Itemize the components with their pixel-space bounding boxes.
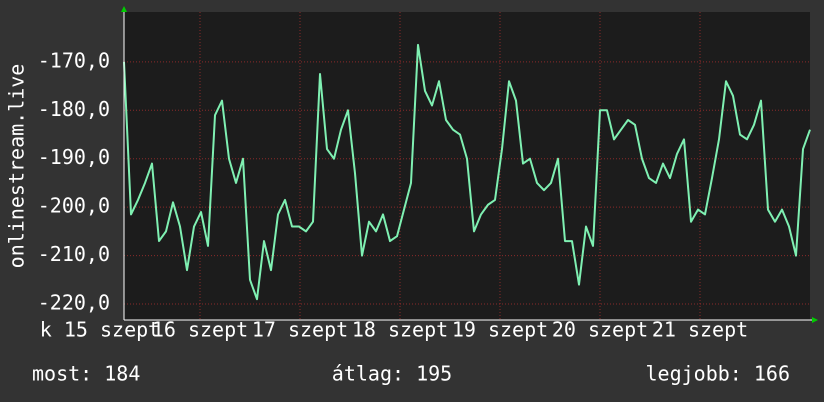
stat-max: legjobb: 166 — [646, 362, 791, 386]
x-tick-label: 17 szept — [252, 318, 348, 342]
stat-average: átlag: 195 — [332, 362, 452, 386]
y-tick-label: -200,0 — [38, 194, 110, 218]
y-tick-label: -210,0 — [38, 242, 110, 266]
x-tick-label: 21 szept — [652, 318, 748, 342]
y-tick-label: -220,0 — [38, 291, 110, 315]
stat-current: most: 184 — [32, 362, 140, 386]
y-axis-label: onlinestream.live — [5, 64, 29, 269]
x-tick-label: 16 szept — [152, 318, 248, 342]
data-line — [123, 43, 811, 301]
y-arrow — [121, 6, 127, 12]
x-tick-label: 20 szept — [552, 318, 648, 342]
y-tick-label: -190,0 — [38, 145, 110, 169]
y-tick-label: -170,0 — [38, 48, 110, 72]
x-tick-label: 18 szept — [352, 318, 448, 342]
x-tick-label: k 15 szept — [40, 318, 160, 342]
x-arrow — [812, 317, 818, 323]
y-tick-label: -180,0 — [38, 97, 110, 121]
x-tick-label: 19 szept — [452, 318, 548, 342]
